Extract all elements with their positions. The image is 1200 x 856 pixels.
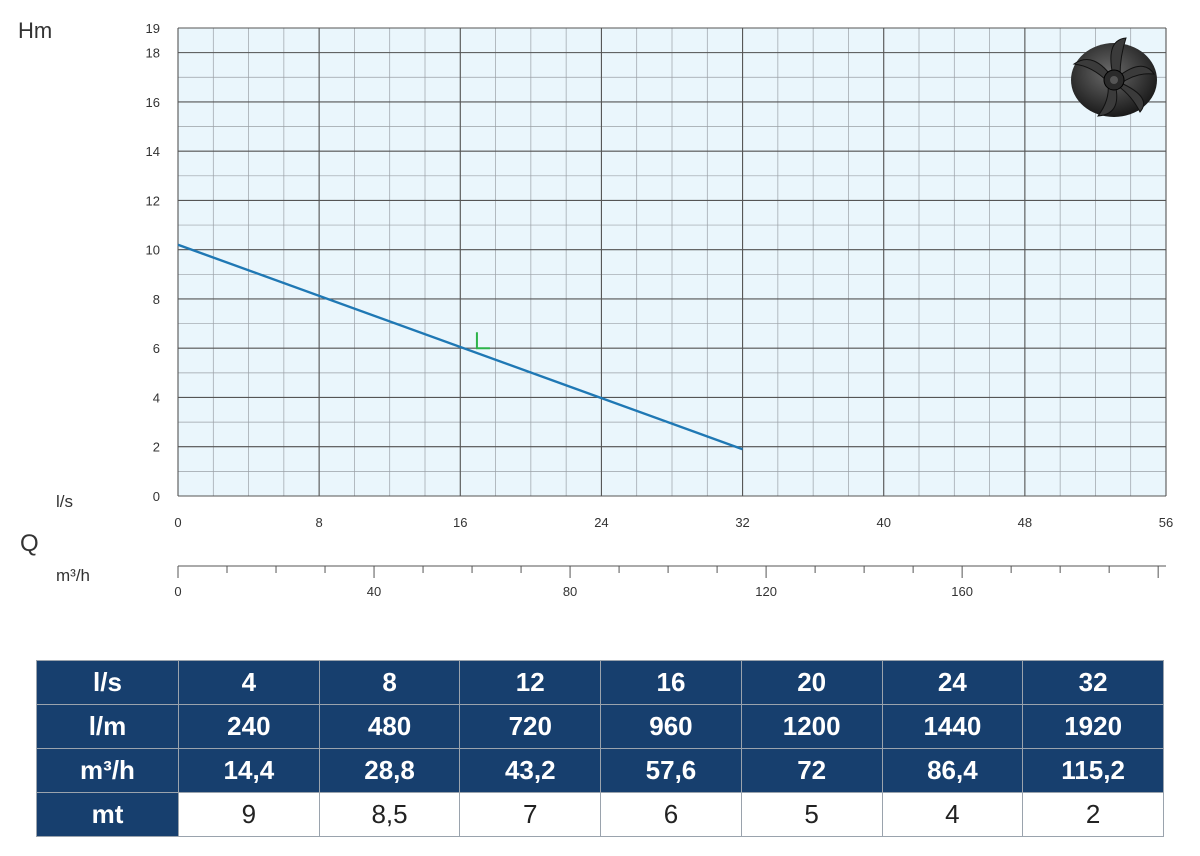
table-cell: 28,8 <box>318 748 461 793</box>
y-tick-label: 6 <box>153 341 160 356</box>
table-cell: 9 <box>178 792 320 837</box>
y-tick-label: 19 <box>146 21 160 36</box>
table-cell: 24 <box>881 660 1024 705</box>
table-cell: 14,4 <box>178 748 320 793</box>
x-tick-label: 0 <box>174 515 181 530</box>
row-header: l/m <box>36 704 179 749</box>
table-cell: 960 <box>600 704 742 749</box>
row-header: m³/h <box>36 748 179 793</box>
table-cell: 57,6 <box>600 748 742 793</box>
performance-curve-line <box>177 243 743 451</box>
x-axis-unit-label: l/s <box>56 492 73 511</box>
x-tick-label: 32 <box>735 515 749 530</box>
y-tick-label: 2 <box>153 440 160 455</box>
y-tick-label: 16 <box>146 95 160 110</box>
secondary-tick-label: 120 <box>755 584 777 599</box>
table-cell: 480 <box>318 704 461 749</box>
table-cell: 1440 <box>881 704 1024 749</box>
x-axis-ticks: 0 8 16 24 32 40 48 56 <box>174 515 1173 530</box>
table-cell: 16 <box>600 660 742 705</box>
table-cell: 4 <box>178 660 320 705</box>
secondary-tick-label: 160 <box>951 584 973 599</box>
table-cell: 7 <box>459 792 602 837</box>
y-tick-label: 4 <box>153 390 160 405</box>
table-cell: 8 <box>318 660 461 705</box>
row-header: l/s <box>36 660 179 705</box>
table-cell: 240 <box>178 704 320 749</box>
secondary-x-axis: 0 40 80 120 160 <box>174 565 1166 599</box>
table-cell: 86,4 <box>881 748 1024 793</box>
x-tick-label: 24 <box>594 515 608 530</box>
secondary-tick-label: 80 <box>563 584 577 599</box>
major-gridlines <box>177 27 1167 497</box>
x-tick-label: 8 <box>316 515 323 530</box>
table-cell: 12 <box>459 660 602 705</box>
x-tick-label: 16 <box>453 515 467 530</box>
table-row: mt 9 8,5 7 6 5 4 2 <box>36 792 1164 837</box>
table-cell: 43,2 <box>459 748 602 793</box>
y-axis-ticks: 0 2 4 6 8 10 12 14 16 18 19 <box>146 21 160 504</box>
table-cell: 720 <box>459 704 602 749</box>
table-cell: 2 <box>1022 792 1164 837</box>
y-tick-label: 10 <box>146 243 160 258</box>
y-tick-label: 8 <box>153 292 160 307</box>
table-cell: 115,2 <box>1022 748 1164 793</box>
secondary-tick-label: 40 <box>367 584 381 599</box>
series-layer <box>177 243 743 451</box>
table-cell: 8,5 <box>318 792 461 837</box>
secondary-tick-label: 0 <box>174 584 181 599</box>
y-tick-label: 18 <box>146 46 160 61</box>
table-row: m³/h 14,4 28,8 43,2 57,6 72 86,4 115,2 <box>36 748 1164 793</box>
table-cell: 72 <box>740 748 883 793</box>
secondary-axis-unit-label: m³/h <box>56 566 90 585</box>
table-cell: 1200 <box>740 704 883 749</box>
y-tick-label: 14 <box>146 144 160 159</box>
x-tick-label: 48 <box>1018 515 1032 530</box>
table-cell: 4 <box>881 792 1024 837</box>
table-cell: 1920 <box>1022 704 1164 749</box>
table-cell: 6 <box>600 792 742 837</box>
q-axis-label: Q <box>20 530 39 557</box>
table-cell: 5 <box>740 792 883 837</box>
operating-point-marker <box>475 332 490 350</box>
x-tick-label: 56 <box>1159 515 1173 530</box>
y-tick-label: 12 <box>146 193 160 208</box>
table-row: l/m 240 480 720 960 1200 1440 1920 <box>36 704 1164 749</box>
table-cell: 20 <box>740 660 883 705</box>
impeller-icon <box>1071 37 1157 117</box>
y-axis-label: Hm <box>18 18 53 43</box>
x-tick-label: 40 <box>876 515 890 530</box>
table-cell: 32 <box>1022 660 1164 705</box>
table-row: l/s 4 8 12 16 20 24 32 <box>36 660 1164 705</box>
performance-table: l/s 4 8 12 16 20 24 32 l/m 240 480 720 960 1200 1440 19… <box>36 660 1164 837</box>
y-tick-label: 0 <box>153 489 160 504</box>
row-header: mt <box>36 792 179 837</box>
